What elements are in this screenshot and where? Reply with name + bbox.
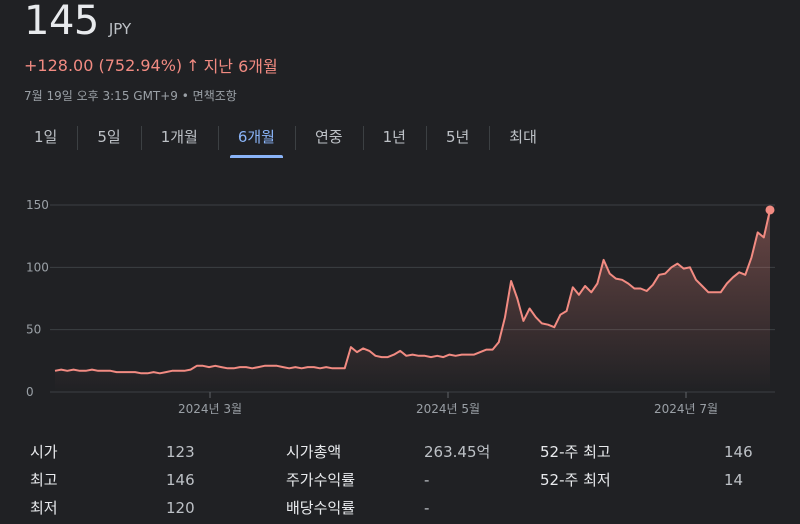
currency-label: JPY	[108, 20, 132, 38]
range-tabs: 1일 5일 1개월 6개월 연중 1년 5년 최대	[14, 122, 557, 158]
stat-label: 52-주 최저	[540, 471, 611, 489]
price-change: +128.00 (752.94%) ↑ 지난 6개월	[24, 53, 278, 77]
stat-value: 14	[724, 471, 744, 489]
series-line	[54, 209, 771, 375]
stat-value: 263.45억	[424, 443, 491, 461]
stat-value: 123	[166, 443, 195, 461]
stat-value: -	[424, 499, 430, 517]
arrow-up-icon: ↑	[186, 55, 200, 75]
stat-label: 최고	[30, 471, 58, 489]
stat-value: -	[424, 471, 430, 489]
stat-value: 146	[724, 443, 753, 461]
x-tick-label: 2024년 5월	[416, 402, 480, 416]
stat-label: 주가수익률	[286, 471, 356, 489]
tab-1m[interactable]: 1개월	[140, 122, 218, 158]
stat-label: 최저	[30, 499, 58, 517]
tab-6m[interactable]: 6개월	[217, 122, 295, 158]
last-point-marker	[765, 205, 775, 215]
tab-ytd[interactable]: 연중	[295, 122, 363, 158]
stat-value: 146	[166, 471, 195, 489]
x-tick-label: 2024년 3월	[178, 402, 242, 416]
tab-1y[interactable]: 1년	[362, 122, 426, 158]
stat-label: 시가총액	[286, 443, 342, 461]
current-price: 145	[24, 0, 99, 44]
price-chart[interactable]: 0 50 100 150 2024년 3월 2024년 5월 2024년 7월	[0, 180, 800, 425]
y-tick-label: 0	[26, 385, 34, 399]
x-tick-label: 2024년 7월	[654, 402, 718, 416]
tab-5d[interactable]: 5일	[77, 122, 140, 158]
stat-value: 120	[166, 499, 195, 517]
stat-label: 시가	[30, 443, 58, 461]
y-tick-label: 150	[26, 198, 49, 212]
area-fill	[55, 210, 770, 392]
change-period: 지난 6개월	[203, 57, 278, 76]
tab-max[interactable]: 최대	[489, 122, 557, 158]
stat-label: 배당수익률	[286, 499, 356, 517]
tab-1d[interactable]: 1일	[34, 128, 58, 146]
price-header: 145 JPY	[24, 0, 131, 44]
timestamp-disclaimer[interactable]: 7월 19일 오후 3:15 GMT+9 • 면책조항	[24, 89, 237, 103]
y-tick-label: 100	[26, 260, 49, 274]
y-tick-label: 50	[26, 323, 41, 337]
stat-label: 52-주 최고	[540, 443, 611, 461]
tab-5y[interactable]: 5년	[425, 122, 489, 158]
change-value: +128.00 (752.94%)	[24, 55, 183, 75]
